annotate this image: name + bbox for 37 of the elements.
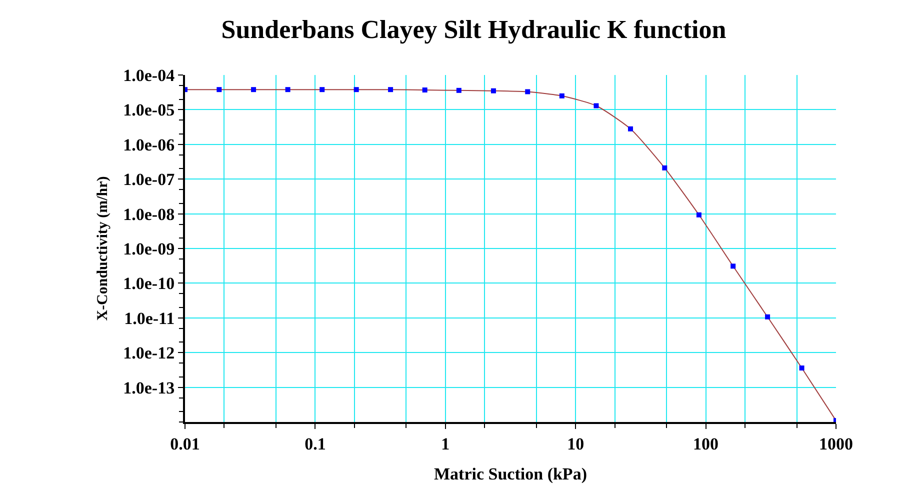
point [662,165,668,170]
y-tick-label: 1.0e-12 [123,344,175,363]
point [285,87,290,92]
point [354,87,359,92]
point [490,88,496,94]
x-axis-title: Matric Suction (kPa) [434,464,587,484]
y-tick-label: 1.0e-06 [123,135,175,154]
point [525,89,530,94]
point [696,212,702,218]
x-tick-label: 1000 [819,434,853,454]
y-tick-label: 1.0e-04 [123,66,176,85]
chart-title: Sunderbans Clayey Silt Hydraulic K function [221,15,727,44]
x-tick-label: 0.01 [170,434,200,454]
point [594,103,599,108]
y-tick-label: 1.0e-11 [124,308,175,328]
y-tick-label: 1.0e-10 [123,274,175,294]
point [559,93,564,98]
point [388,87,394,92]
y-tick-label: 1.0e-09 [123,239,175,258]
x-tick-label: 1 [441,434,450,454]
y-axis-title: X-Conductivity (m/hr) [94,176,111,321]
x-tick-label: 10 [567,434,584,454]
point [765,314,770,320]
y-tick-label: 1.0e-13 [123,378,175,398]
point [320,87,325,92]
x-tick-label: 0.1 [304,434,326,454]
y-tick-label: 1.0e-05 [123,100,175,120]
point [730,264,736,269]
point [251,87,256,92]
y-tick-label: 1.0e-07 [123,170,176,190]
point [456,88,462,93]
point [422,87,428,92]
y-tick-label: 1.0e-08 [123,204,175,224]
point [216,87,222,92]
point [799,366,804,370]
point [628,126,633,132]
x-tick-label: 100 [693,434,719,454]
